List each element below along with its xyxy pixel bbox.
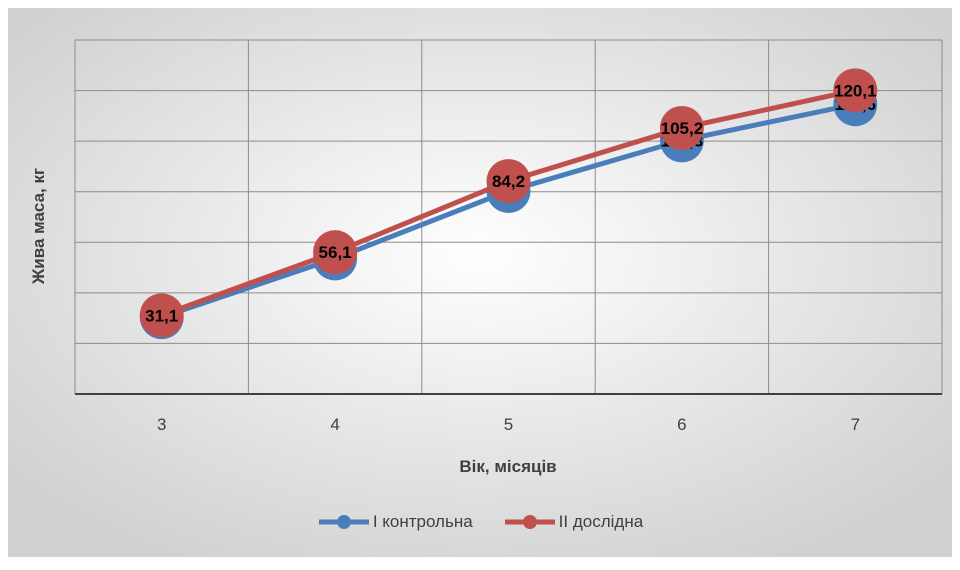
legend-item-series-1: I контрольна [317, 512, 473, 532]
data-label: 31,1 [145, 306, 178, 325]
legend-label-series-1: I контрольна [372, 512, 473, 531]
y-axis-title: Жива маса, кг [29, 168, 48, 285]
data-point [833, 68, 878, 113]
data-point [313, 230, 358, 275]
data-point [139, 293, 184, 338]
x-tick-label: 6 [677, 415, 686, 434]
legend-swatch-series-1 [318, 515, 369, 529]
legend: I контрольна II дослідна [0, 512, 960, 532]
axes: 3 4 5 6 7 [75, 393, 942, 434]
x-axis-title: Вік, місяців [459, 457, 556, 476]
legend-item-series-2: II дослідна [503, 512, 644, 532]
data-label: 84,2 [492, 172, 525, 191]
data-label: 120,1 [834, 81, 877, 100]
data-point [659, 105, 704, 150]
data-point [486, 159, 531, 204]
x-tick-label: 5 [504, 415, 513, 434]
legend-label-series-2: II дослідна [558, 512, 644, 531]
legend-swatch-series-2 [504, 515, 555, 529]
series-2: 31,1 56,1 84,2 105,2 120,1 [139, 68, 878, 338]
chart-background [8, 8, 952, 557]
data-label: 56,1 [319, 243, 352, 262]
data-label: 105,2 [661, 119, 704, 138]
x-tick-label: 4 [330, 415, 339, 434]
x-tick-label: 7 [851, 415, 860, 434]
series: 30,453,680,3100,3114,631,156,184,2105,21… [139, 68, 878, 340]
x-tick-label: 3 [157, 415, 166, 434]
